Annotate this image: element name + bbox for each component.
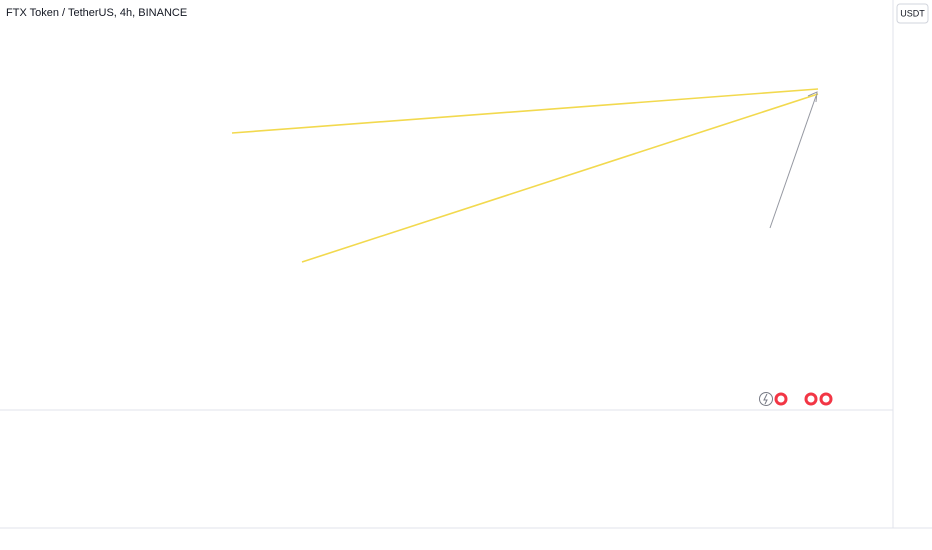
event-icon[interactable] bbox=[759, 392, 773, 406]
currency-label[interactable]: USDT bbox=[900, 8, 925, 18]
projection-arrow bbox=[769, 95, 817, 229]
currency-button[interactable] bbox=[896, 3, 929, 24]
arrow-head bbox=[807, 91, 818, 103]
event-icon-glyph bbox=[822, 395, 830, 403]
drawings bbox=[231, 88, 819, 263]
event-icon-glyph bbox=[777, 395, 785, 403]
event-icon-glyph bbox=[807, 395, 815, 403]
trendline-lower bbox=[301, 93, 819, 263]
event-icon-glyph bbox=[763, 393, 768, 405]
event-icons[interactable] bbox=[759, 392, 833, 406]
trendline-upper bbox=[231, 88, 819, 134]
chart-title: FTX Token / TetherUS, 4h, BINANCE bbox=[6, 7, 187, 19]
